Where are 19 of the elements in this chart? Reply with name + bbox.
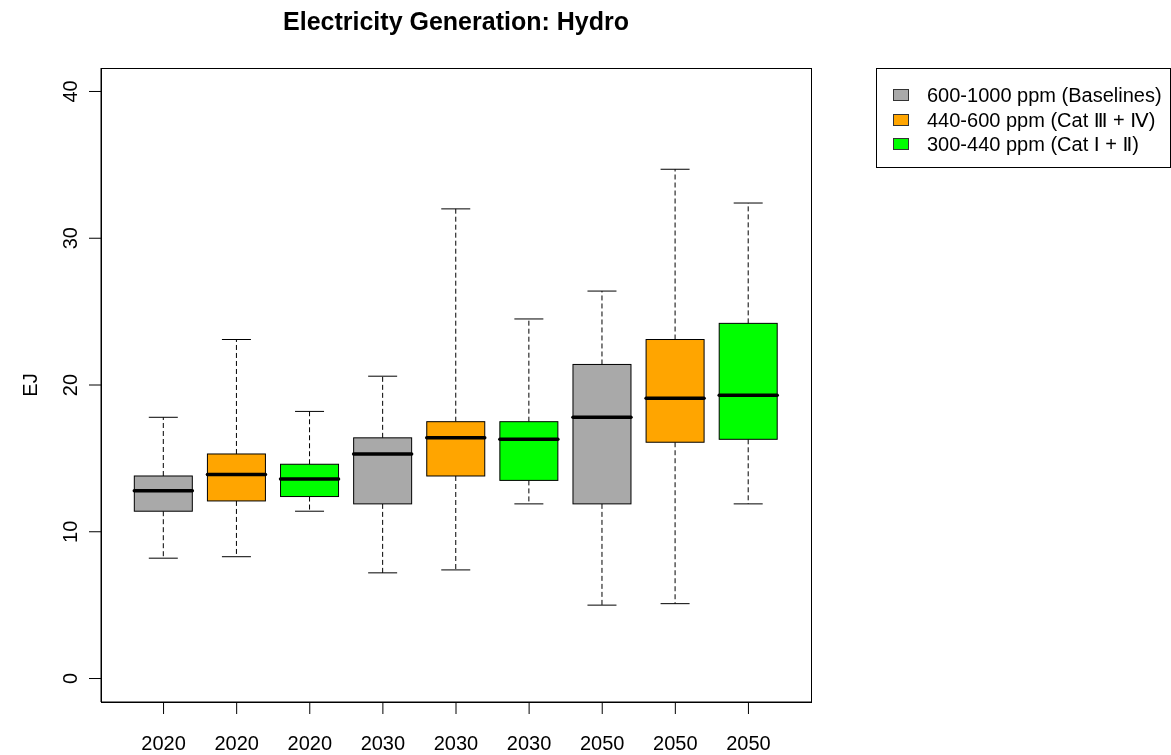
x-tick-label: 2050 [726,732,771,755]
x-tick-label: 2020 [214,732,259,755]
y-axis-title: EJ [19,373,41,397]
y-tick-label: 10 [59,520,81,543]
chart-title: Electricity Generation: Hydro [283,7,629,36]
y-tick-label: 20 [59,373,81,397]
x-tick-label: 2030 [506,732,552,755]
x-tick-label: 2020 [287,732,333,755]
legend-label: 440-600 ppm (Cat Ⅲ + Ⅳ) [927,108,1156,131]
legend-label: 300-440 ppm (Cat Ⅰ + Ⅱ) [927,133,1139,156]
legend-label: 600-1000 ppm (Baselines) [927,84,1162,107]
x-tick-label: 2050 [653,732,698,755]
y-tick-label: 30 [59,227,81,250]
y-tick-label: 0 [59,672,81,685]
x-tick-label: 2020 [141,732,186,755]
x-tick-label: 2050 [579,732,625,755]
x-tick-label: 2030 [433,732,479,755]
x-tick-label: 2030 [360,732,406,755]
y-tick-label: 40 [59,80,81,103]
